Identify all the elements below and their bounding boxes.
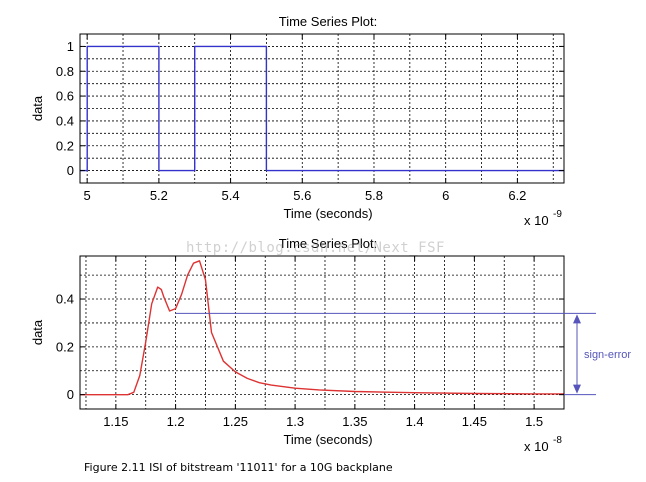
x-multiplier: x 10 xyxy=(524,439,549,454)
y-tick-label: 1 xyxy=(67,39,74,54)
y-axis-label: data xyxy=(30,319,45,345)
axes-frame xyxy=(79,33,565,184)
x-tick-label: 1.25 xyxy=(223,414,248,429)
x-axis-label: Time (seconds) xyxy=(283,432,372,447)
x-tick-label: 1.2 xyxy=(167,414,185,429)
x-tick-label: 5.4 xyxy=(222,188,240,203)
y-tick-label: 0 xyxy=(67,163,74,178)
x-tick-label: 1.45 xyxy=(462,414,487,429)
arrow-head-down-icon xyxy=(573,384,581,394)
axes-frame xyxy=(79,255,565,410)
y-axis-label: data xyxy=(30,95,45,121)
x-tick-label: 1.3 xyxy=(286,414,304,429)
arrow-head-up-icon xyxy=(573,314,581,324)
series-line xyxy=(80,260,564,396)
chart-title: Time Series Plot: xyxy=(279,236,378,251)
plot-bottom: 1.15 1.2 1.25 1.3 1.35 1.4 1.45 1.5 0 0.2 0.4 Time … xyxy=(30,236,565,454)
y-tick-label: 0.8 xyxy=(56,64,74,79)
y-tick-label: 0.4 xyxy=(56,292,74,307)
series-line xyxy=(80,45,564,172)
x-tick-label: 5.2 xyxy=(150,188,168,203)
x-tick-label: 5 xyxy=(84,188,91,203)
x-tick-label: 6.2 xyxy=(508,188,526,203)
y-tick-label: 0.2 xyxy=(56,339,74,354)
figure-caption: Figure 2.11 ISI of bitstream '11011' for… xyxy=(84,461,393,474)
grid xyxy=(80,33,564,183)
x-axis-label: Time (seconds) xyxy=(283,206,372,221)
x-tick-label: 1.35 xyxy=(342,414,367,429)
x-tick-label: 5.8 xyxy=(365,188,383,203)
x-tick-label: 5.6 xyxy=(293,188,311,203)
x-multiplier-exponent: -8 xyxy=(553,435,562,446)
chart-title: Time Series Plot: xyxy=(279,14,378,29)
y-tick-label: 0.2 xyxy=(56,138,74,153)
sign-error-label: sign-error xyxy=(584,349,631,361)
y-tick-label: 0 xyxy=(67,387,74,402)
x-tick-label: 6 xyxy=(442,188,449,203)
plot-top: 5 5.2 5.4 5.6 5.8 6 6.2 0 0.2 0.4 0.6 0.8 1 Time Seri… xyxy=(30,14,565,228)
x-tick-label: 1.15 xyxy=(103,414,128,429)
watermark: http://blog.csdn.net/Next_FSF xyxy=(186,240,445,256)
grid xyxy=(80,256,565,409)
x-tick-label: 1.5 xyxy=(525,414,543,429)
x-multiplier-exponent: -9 xyxy=(553,209,562,220)
y-tick-label: 0.6 xyxy=(56,89,74,104)
x-multiplier: x 10 xyxy=(524,213,549,228)
x-tick-label: 1.4 xyxy=(406,414,424,429)
sign-error-annotation: sign-error xyxy=(175,312,631,396)
y-tick-label: 0.4 xyxy=(56,113,74,128)
